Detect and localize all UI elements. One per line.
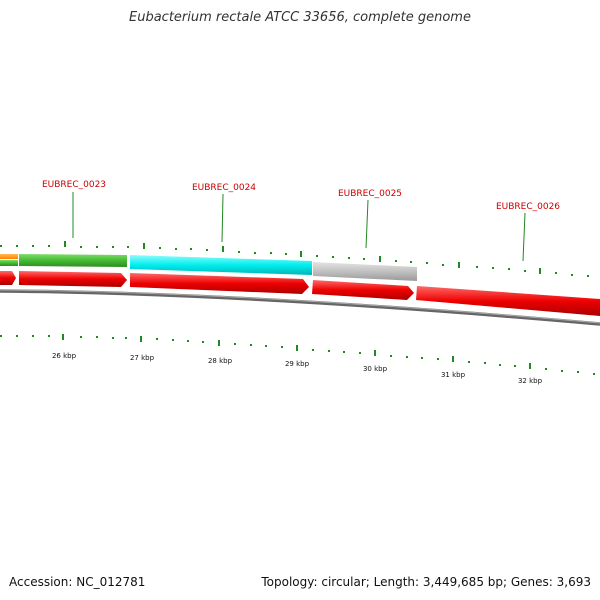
gene-red-2[interactable] (130, 273, 309, 294)
gene-leader-line (365, 199, 369, 249)
accession-text: Accession: NC_012781 (9, 575, 146, 589)
gene-green[interactable] (19, 254, 127, 267)
kbp-label-27: 27 kbp (130, 354, 155, 362)
forward-strand (0, 254, 417, 281)
genome-backbone (0, 289, 600, 326)
kbp-label-28: 28 kbp (208, 357, 233, 365)
gene-red-0[interactable] (0, 271, 16, 285)
gene-green-left[interactable] (0, 260, 18, 266)
outer-tick-row (0, 241, 589, 277)
inner-tick-row (0, 334, 595, 375)
kbp-label-30: 30 kbp (363, 365, 388, 373)
gene-label-eubrec-0024[interactable]: EUBREC_0024 (192, 183, 256, 193)
gene-leader-line (221, 193, 224, 243)
gene-red-3[interactable] (312, 280, 414, 300)
gene-label-eubrec-0023[interactable]: EUBREC_0023 (42, 180, 106, 190)
kbp-label-29: 29 kbp (285, 360, 310, 368)
reverse-strand (0, 271, 600, 316)
gene-label-eubrec-0025[interactable]: EUBREC_0025 (338, 189, 402, 199)
gene-red-1[interactable] (19, 271, 127, 287)
gene-gray[interactable] (313, 262, 417, 281)
gene-label-eubrec-0026[interactable]: EUBREC_0026 (496, 202, 560, 212)
map-title: Eubacterium rectale ATCC 33656, complete… (129, 10, 471, 25)
genome-summary-text: Topology: circular; Length: 3,449,685 bp… (261, 575, 591, 589)
kbp-label-26: 26 kbp (52, 352, 77, 360)
kbp-label-32: 32 kbp (518, 377, 543, 385)
gene-cyan[interactable] (130, 255, 312, 275)
gene-orange[interactable] (0, 254, 18, 259)
gene-leader-line (522, 212, 526, 262)
kbp-label-31: 31 kbp (441, 371, 466, 379)
genome-backbone-highlight (0, 289, 600, 324)
gene-red-4[interactable] (416, 286, 600, 316)
